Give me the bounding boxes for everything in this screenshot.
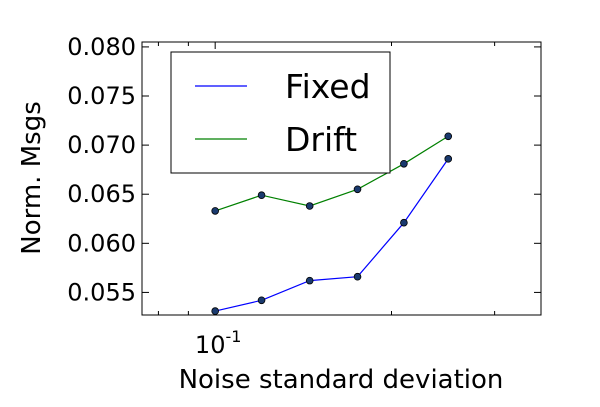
data-point-drift xyxy=(257,191,266,199)
y-tick-label: 0.055 xyxy=(67,278,136,306)
y-tick-label: 0.080 xyxy=(67,33,136,61)
data-point-drift xyxy=(400,159,408,168)
series-layer xyxy=(211,132,453,315)
legend-label-drift: Drift xyxy=(285,120,357,159)
data-point-fixed xyxy=(211,307,219,315)
data-point-fixed xyxy=(305,276,314,285)
y-tick-label: 0.075 xyxy=(67,82,136,110)
y-axis-label: Norm. Msgs xyxy=(17,101,47,254)
data-point-fixed xyxy=(400,218,408,227)
y-tick-label: 0.070 xyxy=(67,131,136,159)
legend-box xyxy=(170,51,391,174)
data-point-drift xyxy=(211,207,219,215)
series-line-fixed xyxy=(215,158,449,312)
legend-label-fixed: Fixed xyxy=(285,67,371,106)
x-axis-label: Noise standard deviation xyxy=(179,365,504,395)
data-point-fixed xyxy=(353,272,362,281)
data-point-drift xyxy=(305,202,314,210)
data-point-fixed xyxy=(257,296,266,305)
y-tick-label: 0.065 xyxy=(67,180,136,208)
x-axis-ticks: 10-1 xyxy=(157,42,496,359)
data-point-drift xyxy=(444,132,453,141)
series-line-drift xyxy=(215,135,449,212)
y-axis-ticks: 0.055 0.060 0.065 0.070 0.075 0.080 xyxy=(67,33,541,306)
y-tick-label: 0.060 xyxy=(67,229,136,257)
data-point-fixed xyxy=(444,155,453,163)
legend: Fixed Drift xyxy=(170,51,391,174)
x-tick-label: 10-1 xyxy=(195,327,242,359)
data-point-drift xyxy=(353,185,362,194)
